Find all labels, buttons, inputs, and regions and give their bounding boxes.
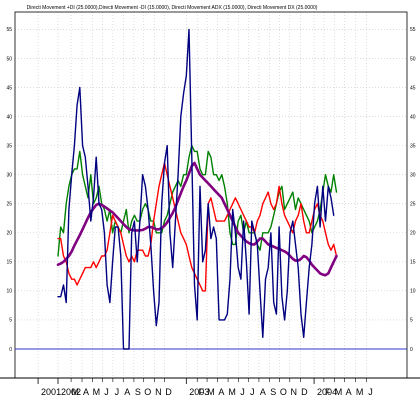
grid-layer [15,12,407,378]
series-line-minus-di [57,162,338,292]
y-tick-label-left: 40 [6,114,12,120]
y-tick-label-right: 55 [410,27,416,33]
x-tick-label-month: F [325,387,331,397]
y-tick-label-left: 5 [9,318,12,324]
x-tick-label-month: A [218,387,224,397]
x-tick-label-month: J [368,387,373,397]
x-tick-label-year: 2002 [61,387,81,397]
x-tick-label-month: A [346,387,352,397]
x-tick-label-month: N [291,387,298,397]
x-tick-label-month: D [165,387,172,397]
y-tick-label-left: 25 [6,202,12,208]
x-tick-label-year: 2004 [317,387,337,397]
x-tick-label-year: 2003 [189,387,209,397]
y-tick-label-right: 45 [410,85,416,91]
x-tick-label-month: M [356,387,364,397]
y-tick-label-left: 45 [6,85,12,91]
x-tick-label-month: J [104,387,109,397]
axis-layer [0,11,420,379]
y-tick-label-right: 20 [410,231,416,237]
series-line-adx [56,161,338,277]
x-tick-label-month: M [207,387,215,397]
x-tick-label-year: 2001 [41,387,61,397]
series-line-plus-di [57,144,338,257]
y-tick-label-left: 0 [9,347,12,353]
x-tick-label-month: F [198,387,204,397]
x-tick-label-month: A [260,387,266,397]
x-tick-label-month: M [93,387,101,397]
y-tick-label-left: 30 [6,172,12,178]
y-tick-label-right: 30 [410,172,416,178]
y-tick-label-left: 55 [6,27,12,33]
x-tick-label-month: O [280,387,287,397]
y-tick-label-right: 40 [410,114,416,120]
x-tick-label-month: M [71,387,79,397]
x-tick-label-month: A [83,387,89,397]
y-tick-label-right: 0 [410,347,413,353]
chart-title: Directi Movement +DI (25.0000),Directi M… [27,5,318,11]
y-tick-label-left: 10 [6,289,12,295]
y-tick-label-right: 15 [410,260,416,266]
x-tick-label-month: M [335,387,343,397]
x-tick-label-month: S [135,387,141,397]
y-tick-label-right: 5 [410,318,413,324]
x-tick-label-month: J [240,387,245,397]
x-tick-label-month: J [115,387,120,397]
x-tick-label-month: M [228,387,236,397]
x-tick-label-month: N [155,387,162,397]
y-tick-label-right: 35 [410,143,416,149]
y-tick-label-left: 20 [6,231,12,237]
x-tick-label-month: O [144,387,151,397]
y-tick-label-right: 25 [410,202,416,208]
plot-frame [14,11,408,379]
y-tick-label-left: 50 [6,56,12,62]
x-tick-label-month: S [270,387,276,397]
x-tick-label-month: J [250,387,255,397]
series-line-dx [57,28,335,350]
x-tick-label-month: A [124,387,130,397]
y-tick-label-right: 50 [410,56,416,62]
y-tick-label-left: 35 [6,143,12,149]
y-tick-label-right: 10 [410,289,416,295]
y-tick-label-left: 15 [6,260,12,266]
series-layer [56,28,338,350]
x-tick-label-month: D [301,387,308,397]
